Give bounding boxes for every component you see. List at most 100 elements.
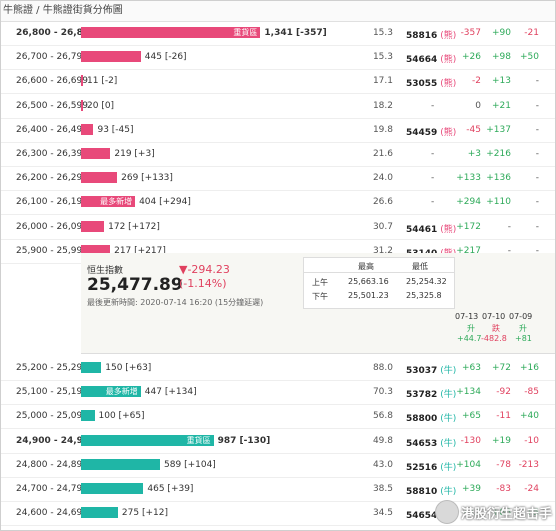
bear-bar[interactable] [81,410,95,422]
index-change-percent: (-1.14%) [179,277,227,290]
date-col-1: 07-13 [455,312,479,321]
pm-label: 下午 [312,292,328,301]
warrant-code[interactable]: 53037 (牛) [406,363,476,376]
warrant-code[interactable]: 58816 (熊) [406,28,476,41]
daily-change-1: -357 [460,28,481,38]
warrant-code[interactable]: 52516 (牛) [406,460,476,473]
bear-bar[interactable] [81,434,214,446]
warrant-code[interactable]: 58800 (牛) [406,411,476,424]
daily-change-2: +90 [492,28,511,38]
bar-tag: 最多新增 [100,197,133,207]
daily-change-2: +110 [486,197,511,208]
bull-bar[interactable] [81,51,141,63]
table-row[interactable]: 26,300 - 26,399 219 [+3] 21.6 - +3 +216 - [1,142,555,167]
warrant-code[interactable]: 54664 (熊) [406,52,476,65]
bull-bar[interactable] [81,99,83,111]
table-row[interactable]: 26,000 - 26,099 172 [+172] 30.7 54461 (熊) +1… [1,215,555,240]
bear-bar[interactable] [81,386,141,398]
bull-bar[interactable] [81,196,136,208]
percent-value: 26.6 [372,197,393,208]
bull-bar[interactable] [81,75,83,87]
bull-bar[interactable] [81,148,111,159]
table-row[interactable]: 26,100 - 26,199 最多新增 404 [+294] 26.6 - +294 +1… [1,190,555,216]
total-change-3: +81 [515,334,532,343]
warrant-code-number[interactable]: 54653 [406,438,438,449]
percent-value: 56.8 [372,411,393,422]
strike-range: 25,000 - 25,099 [16,411,88,422]
percent-value: 19.8 [372,124,393,135]
warrant-code-number[interactable]: 58816 [406,31,438,41]
bear-bar[interactable] [81,507,118,519]
daily-change-2: +136 [486,173,511,184]
table-row[interactable]: 26,600 - 26,699 11 [-2] 17.1 53055 (熊) -2 +13… [1,69,555,95]
bull-bar[interactable] [81,172,118,184]
percent-value: 30.7 [372,221,393,232]
am-label: 上午 [312,278,328,287]
breadcrumb[interactable]: 牛熊證 / 牛熊證街貨分佈圖 [1,1,555,22]
table-row[interactable]: 24,700 - 24,799 465 [+39] 38.5 58810 (牛) +39… [1,477,555,502]
warrant-type: (牛) [440,438,457,449]
bear-bar[interactable] [81,483,144,494]
table-row[interactable]: 26,200 - 26,299 269 [+133] 24.0 - +133 +136 - [1,166,555,192]
bull-bar[interactable] [81,123,94,135]
strike-range: 24,600 - 24,699 [16,508,88,519]
warrant-code-number[interactable]: 53037 [406,366,438,376]
table-row[interactable]: 25,200 - 25,299 150 [+63] 88.0 53037 (牛) +63… [1,356,555,381]
daily-change-3: +50 [520,52,539,63]
daily-change-2: -78 [496,459,511,470]
table-row[interactable]: 24,900 - 24,999 重貨區 987 [-130] 49.8 54653 (牛… [1,429,555,454]
warrant-code-number[interactable]: 53782 [406,390,438,401]
warrant-code-number[interactable]: 54654 [406,511,438,522]
percent-value: 15.3 [372,28,393,38]
table-row[interactable]: 26,400 - 26,499 93 [-45] 19.8 54459 (熊) -45 +… [1,118,555,143]
bull-bar[interactable] [81,244,111,256]
table-row[interactable]: 26,500 - 26,599 20 [0] 18.2 - 0 +21 - [1,94,555,119]
percent-value: 49.8 [372,435,393,446]
table-row[interactable]: 25,000 - 25,099 100 [+65] 56.8 58800 (牛) +65… [1,404,555,430]
table-row[interactable]: 26,700 - 26,799 445 [-26] 15.3 54664 (熊) +26… [1,45,555,71]
warrant-type: (熊) [440,224,457,235]
strike-range: 26,600 - 26,699 [16,76,88,87]
table-row[interactable]: 24,800 - 24,899 589 [+104] 43.0 52516 (牛) +1… [1,453,555,478]
daily-change-3: - [535,124,539,135]
bear-bar[interactable] [81,362,102,373]
daily-change-3: +40 [520,411,539,422]
warrant-code[interactable]: 54459 (熊) [406,125,476,138]
daily-change-1: 0 [475,100,481,111]
outstanding-count: 445 [-26] [144,52,187,63]
daily-change-2: -92 [496,387,511,398]
percent-value: 34.5 [372,508,393,519]
warrant-code[interactable]: 53055 (熊) [406,76,476,89]
table-row[interactable]: 26,800 - 26,899 重貨區 1,341 [-357] 15.3 58816 … [1,21,555,46]
warrant-code-number[interactable]: 58800 [406,414,438,425]
outstanding-count: 100 [+65] [98,411,145,422]
table-row[interactable]: 24,500 - 24,599678 [+106]31.153780 (牛) [1,525,555,530]
outstanding-count: 404 [+294] [139,197,191,208]
daily-change-3: - [535,173,539,184]
bull-bar[interactable] [81,27,261,38]
warrant-type: (熊) [440,127,457,138]
warrant-code-number[interactable]: 52516 [406,462,438,473]
daily-change-1: -45 [466,124,481,135]
index-panel: 恒生指數 25,477.89 ▼-294.23 (-1.14%) 最後更新時間:… [81,253,555,353]
warrant-code[interactable]: 54653 (牛) [406,436,476,449]
warrant-code-number[interactable]: 54461 [406,224,438,235]
daily-change-3: - [535,100,539,111]
bar-tag: 重貨區 [233,28,258,37]
warrant-code-number[interactable]: 53055 [406,79,438,90]
warrant-code-number[interactable]: 54664 [406,55,438,66]
daily-change-1: +133 [456,173,481,184]
warrant-code[interactable]: 58810 (牛) [406,484,476,497]
high-header: 最高 [358,262,374,271]
warrant-code-number[interactable]: 54459 [406,127,438,138]
warrant-code-number[interactable]: 58810 [406,487,438,497]
table-row[interactable]: 25,100 - 25,199 最多新增 447 [+134] 70.3 53782 (… [1,380,555,406]
warrant-code[interactable]: 54461 (熊) [406,222,476,235]
warrant-code[interactable]: 53782 (牛) [406,387,476,400]
strike-range: 25,100 - 25,199 [16,387,88,398]
bull-bar[interactable] [81,220,105,232]
percent-value: 15.3 [372,52,393,63]
warrant-code-empty: - [431,100,435,111]
bear-bar[interactable] [81,458,161,470]
